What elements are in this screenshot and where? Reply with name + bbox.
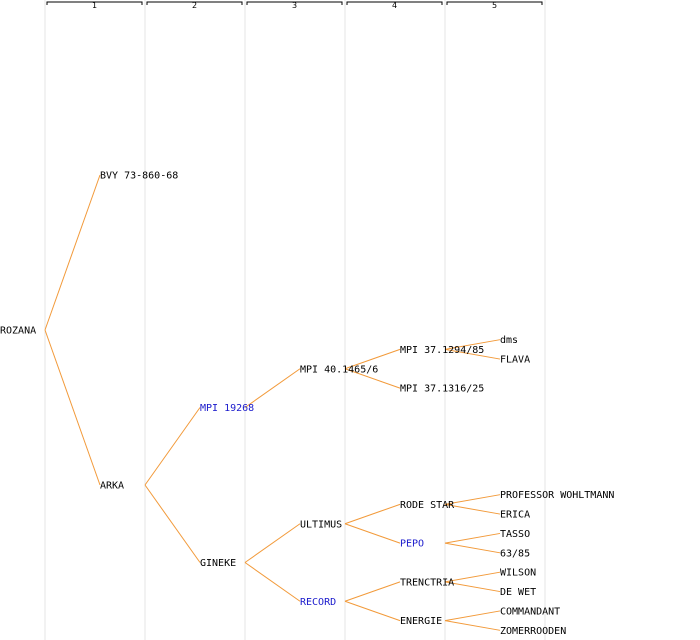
pedigree-node: MPI 37.1294/85 xyxy=(400,345,484,356)
tree-edge xyxy=(344,523,401,544)
generation-number: 2 xyxy=(192,1,197,10)
tree-edge xyxy=(344,348,401,370)
pedigree-node: BVY 73-860-68 xyxy=(100,171,178,182)
pedigree-node: COMMANDANT xyxy=(500,606,560,617)
tree-edge xyxy=(144,484,201,563)
generation-bracket xyxy=(246,1,343,5)
tree-edge xyxy=(44,174,101,331)
tree-edge xyxy=(344,503,401,525)
generation-bracket xyxy=(146,1,243,5)
pedigree-node: ROZANA xyxy=(0,326,36,337)
generation-bracket xyxy=(46,1,143,5)
generation-number: 5 xyxy=(492,1,497,10)
pedigree-link-node[interactable]: MPI 19268 xyxy=(200,403,254,414)
tree-edge xyxy=(444,610,501,622)
tree-edge xyxy=(44,329,101,486)
pedigree-node: FLAVA xyxy=(500,355,530,366)
tree-edges xyxy=(44,174,501,631)
pedigree-node: PROFESSOR WOHLTMANN xyxy=(500,490,614,501)
generation-number: 4 xyxy=(392,1,397,10)
pedigree-node: TRENCTRIA xyxy=(400,577,454,588)
pedigree-node: ERICA xyxy=(500,510,530,521)
pedigree-node: MPI 37.1316/25 xyxy=(400,384,484,395)
tree-edge xyxy=(444,503,501,515)
tree-edge xyxy=(244,523,301,563)
generation-number: 3 xyxy=(292,1,297,10)
pedigree-node: ARKA xyxy=(100,481,124,492)
tree-edge xyxy=(444,542,501,554)
tree-edge xyxy=(144,407,201,486)
tree-edge xyxy=(444,339,501,350)
pedigree-node: 63/85 xyxy=(500,548,530,559)
tree-edge xyxy=(244,368,301,408)
tree-nodes: BVY 73-860-68 dms FLAVA MPI 37.1294/85 MPI 3… xyxy=(0,171,614,637)
generation-guides xyxy=(44,0,546,640)
tree-edge xyxy=(444,532,501,544)
tree-edge xyxy=(344,600,401,622)
pedigree-link-node[interactable]: RECORD xyxy=(300,597,336,608)
tree-edge xyxy=(444,571,501,583)
tree-edge xyxy=(344,581,401,602)
tree-edge xyxy=(444,494,501,505)
tree-edge xyxy=(444,581,501,593)
generation-header: 1 2 3 4 5 xyxy=(46,1,543,10)
tree-edge xyxy=(444,348,501,360)
pedigree-node: ZOMERROODEN xyxy=(500,626,566,637)
pedigree-node: dms xyxy=(500,335,518,346)
generation-number: 1 xyxy=(92,1,97,10)
pedigree-node: RODE STAR xyxy=(400,500,455,511)
pedigree-node: MPI 40.1465/6 xyxy=(300,364,378,375)
tree-edge xyxy=(444,620,501,631)
generation-bracket xyxy=(346,1,443,5)
pedigree-node: TASSO xyxy=(500,529,530,540)
pedigree-node: ENERGIE xyxy=(400,616,442,627)
pedigree-node: WILSON xyxy=(500,568,536,579)
pedigree-node: DE WET xyxy=(500,587,536,598)
tree-edge xyxy=(244,562,301,602)
pedigree-link-node[interactable]: PEPO xyxy=(400,539,424,550)
generation-bracket xyxy=(446,1,543,5)
tree-edge xyxy=(344,368,401,389)
pedigree-node: GINEKE xyxy=(200,558,236,569)
pedigree-node: ULTIMUS xyxy=(300,519,342,530)
